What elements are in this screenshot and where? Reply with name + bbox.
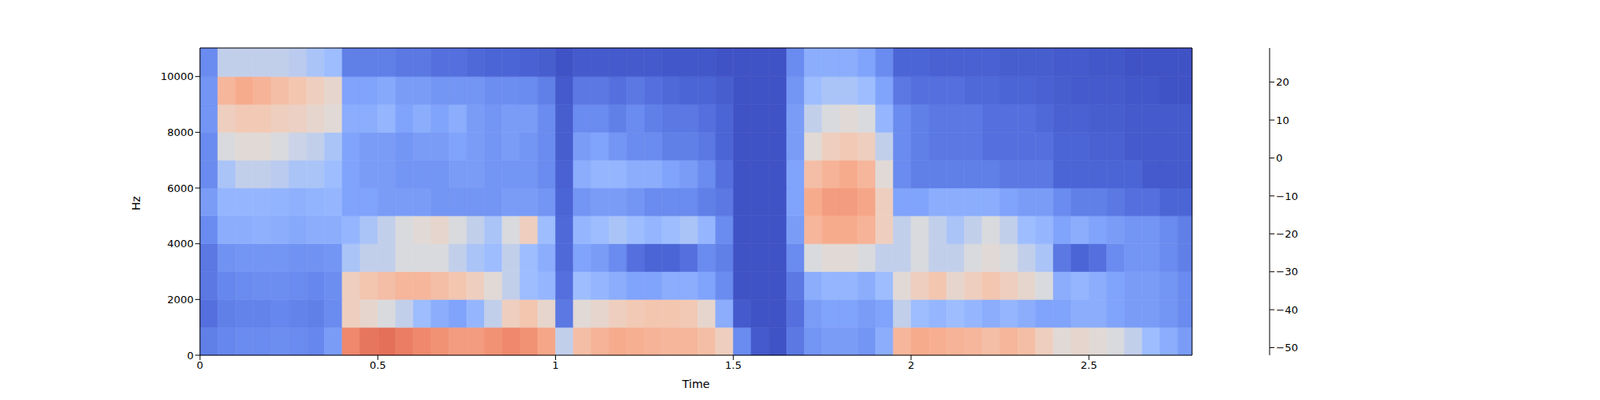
html-text:Hz: Hz (129, 196, 143, 211)
svg-text:10000: 10000 (160, 70, 194, 83)
svg-text:−10: −10 (1276, 190, 1298, 203)
svg-text:0: 0 (196, 359, 204, 372)
svg-text:6000: 6000 (167, 182, 194, 195)
svg-text:−40: −40 (1276, 304, 1298, 316)
svg-text:−50: −50 (1276, 341, 1298, 354)
svg-text:0: 0 (187, 349, 194, 362)
svg-text:20: 20 (1276, 76, 1290, 88)
svg-text:10: 10 (1276, 114, 1290, 127)
svg-text:4000: 4000 (167, 237, 194, 250)
svg-text:2.5: 2.5 (1080, 359, 1098, 372)
html-text:Time: Time (682, 377, 710, 391)
svg-text:1: 1 (552, 359, 559, 372)
svg-text:−30: −30 (1276, 265, 1298, 278)
svg-text:8000: 8000 (167, 126, 194, 139)
svg-text:2: 2 (908, 359, 915, 372)
svg-text:0: 0 (1276, 152, 1283, 164)
svg-text:0.5: 0.5 (369, 359, 387, 372)
svg-text:−20: −20 (1276, 228, 1298, 240)
svg-text:1.5: 1.5 (724, 359, 742, 372)
svg-text:2000: 2000 (167, 293, 194, 306)
